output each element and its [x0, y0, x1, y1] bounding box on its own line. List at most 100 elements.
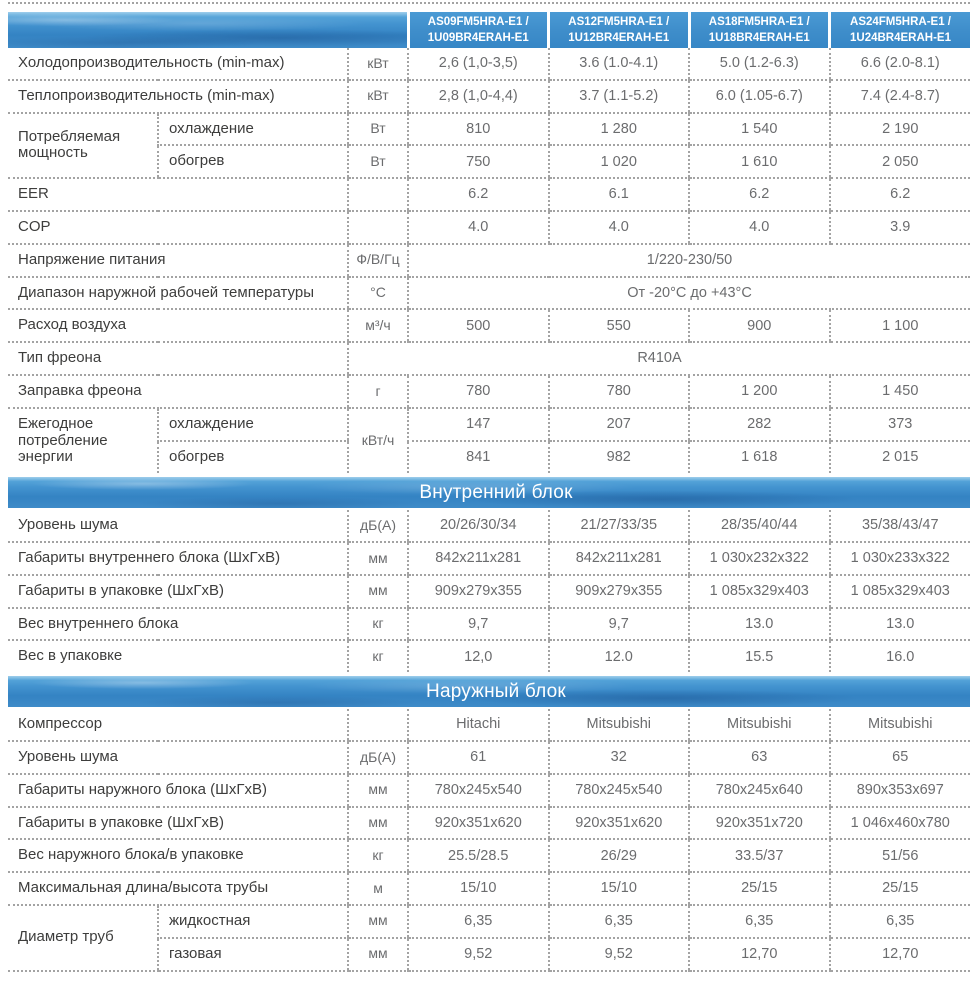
unit-cell: Вт	[347, 112, 408, 147]
value-cell: 1 085x329x403	[828, 574, 970, 609]
row-label: Расход воздуха	[8, 309, 348, 344]
value-cell: 1 610	[688, 145, 830, 180]
value-cell: 900	[688, 309, 830, 344]
model-header-row: AS09FM5HRA-E1 / 1U09BR4ERAH-E1 AS12FM5HRA-…	[8, 12, 970, 48]
sub-label: жидкостная	[157, 904, 348, 939]
value-cell: 4.0	[407, 210, 549, 245]
value-cell: 780x245x640	[688, 773, 830, 808]
model-header-cell: AS12FM5HRA-E1 / 1U12BR4ERAH-E1	[547, 12, 689, 48]
value-cell: 4.0	[547, 210, 689, 245]
spec-page: AS09FM5HRA-E1 / 1U09BR4ERAH-E1 AS12FM5HRA-…	[8, 2, 970, 972]
value-cell: 28/35/40/44	[688, 510, 830, 543]
model-name-line1: AS24FM5HRA-E1 /	[850, 15, 951, 28]
sub-label: обогрев	[157, 145, 348, 180]
row-label: Холодопроизводительность (min-max)	[8, 48, 348, 81]
spec-subrow: Ежегодное потребление энергии охлаждение к…	[8, 407, 970, 474]
row-label: Уровень шума	[8, 510, 348, 543]
spec-subrow: Диаметр труб жидкостная мм 6,35 6,35 6,35 6,35	[8, 904, 970, 972]
row-label: Вес внутреннего блока	[8, 607, 348, 642]
row-label: Заправка фреона	[8, 374, 348, 409]
value-cell: 25.5/28.5	[407, 839, 549, 874]
value-cell: 780x245x540	[547, 773, 689, 808]
value-cell: 1 200	[688, 374, 830, 409]
value-cell: 13.0	[828, 607, 970, 642]
value-cell: 1 540	[688, 112, 830, 147]
row-label: Тип фреона	[8, 342, 348, 376]
section-title: Внутренний блок	[8, 477, 970, 509]
row-label: Вес наружного блока/в упаковке	[8, 839, 348, 874]
unit-cell	[347, 709, 408, 742]
merged-value-cell: От -20°С до +43°С	[407, 276, 970, 311]
section-row: Наружный блок	[8, 672, 970, 709]
spec-subrow: обогрев Вт 750 1 020 1 610 2 050	[8, 145, 970, 180]
spec-subrow: обогрев 841 982 1 618 2 015	[8, 440, 970, 474]
value-cell: Mitsubishi	[688, 709, 830, 742]
group-label: Ежегодное потребление энергии	[18, 414, 108, 466]
unit-cell: Вт	[347, 145, 408, 180]
value-cell: 15/10	[407, 872, 549, 906]
unit-cell: кВт	[347, 48, 408, 81]
value-cell: 920x351x720	[688, 806, 830, 841]
unit-cell: мм	[347, 937, 408, 972]
unit-cell: м³/ч	[347, 309, 408, 344]
spec-subrow: газовая мм 9,52 9,52 12,70 12,70	[8, 937, 970, 972]
value-cell: 61	[407, 740, 549, 775]
value-cell: 282	[688, 407, 830, 442]
spec-row: Вес в упаковке кг 12,0 12.0 15.5 16.0	[8, 640, 970, 673]
row-label: Теплопроизводительность (min-max)	[8, 79, 348, 114]
value-cell: 9,52	[407, 937, 549, 972]
row-label: Уровень шума	[8, 740, 348, 775]
value-cell: 25/15	[688, 872, 830, 906]
group-label: Потребляемая мощность	[8, 112, 158, 180]
value-cell: 373	[828, 407, 970, 442]
model-header-cell: AS18FM5HRA-E1 / 1U18BR4ERAH-E1	[687, 12, 830, 48]
spec-row: Диапазон наружной рабочей температуры °С О…	[8, 276, 970, 311]
merged-value-cell: R410A	[347, 342, 970, 376]
spec-row: Холодопроизводительность (min-max) кВт 2,6…	[8, 48, 970, 81]
top-divider	[8, 2, 970, 4]
unit-cell: Ф/В/Гц	[347, 243, 408, 278]
value-cell: 63	[688, 740, 830, 775]
value-cell: 6,35	[407, 904, 549, 939]
spec-row: Габариты наружного блока (ШхГхВ) мм 780x24…	[8, 773, 970, 808]
unit-cell: кг	[347, 640, 408, 673]
value-cell: 51/56	[828, 839, 970, 874]
value-cell: 6,35	[828, 904, 970, 939]
unit-cell: кВт/ч	[347, 407, 408, 474]
value-cell: 1 030x232x322	[688, 541, 830, 576]
value-cell: Hitachi	[407, 709, 549, 742]
spec-row: Максимальная длина/высота трубы м 15/10 15/…	[8, 872, 970, 906]
value-cell: 3.7 (1.1-5.2)	[547, 79, 689, 114]
unit-cell: кг	[347, 607, 408, 642]
spec-subrow: Потребляемая мощность охлаждение Вт 810 1 28…	[8, 112, 970, 180]
unit-cell	[347, 210, 408, 245]
spec-row: Напряжение питания Ф/В/Гц 1/220-230/50	[8, 243, 970, 278]
value-cell: 1 020	[547, 145, 689, 180]
spec-row: Уровень шума дБ(А) 61 32 63 65	[8, 740, 970, 775]
unit-cell: мм	[347, 806, 408, 841]
value-cell: 841	[407, 440, 549, 474]
spec-row: Габариты внутреннего блока (ШхГхВ) мм 842x…	[8, 541, 970, 576]
spec-row: Габариты в упаковке (ШхГхВ) мм 920x351x620…	[8, 806, 970, 841]
value-cell: 25/15	[828, 872, 970, 906]
value-cell: Mitsubishi	[828, 709, 970, 742]
model-name-line2: 1U09BR4ERAH-E1	[427, 32, 529, 44]
value-cell: 750	[407, 145, 549, 180]
spec-row: Вес наружного блока/в упаковке кг 25.5/28.…	[8, 839, 970, 874]
spec-row: Теплопроизводительность (min-max) кВт 2,8 …	[8, 79, 970, 114]
spec-row: EER 6.2 6.1 6.2 6.2	[8, 178, 970, 212]
value-cell: 3.9	[828, 210, 970, 245]
value-cell: 7.4 (2.4-8.7)	[828, 79, 970, 114]
value-cell: 5.0 (1.2-6.3)	[688, 48, 830, 81]
row-label: Вес в упаковке	[18, 647, 123, 665]
row-label: Габариты в упаковке (ШхГхВ)	[8, 574, 348, 609]
value-cell: 6.1	[547, 178, 689, 212]
value-cell: 35/38/43/47	[828, 510, 970, 543]
value-cell: 500	[407, 309, 549, 344]
model-name-line2: 1U18BR4ERAH-E1	[708, 32, 810, 44]
value-cell: 3.6 (1.0-4.1)	[547, 48, 689, 81]
unit-cell: кВт	[347, 79, 408, 114]
model-name-line2: 1U12BR4ERAH-E1	[568, 32, 670, 44]
value-cell: 12,0	[407, 640, 549, 673]
value-cell: 890x353x697	[828, 773, 970, 808]
